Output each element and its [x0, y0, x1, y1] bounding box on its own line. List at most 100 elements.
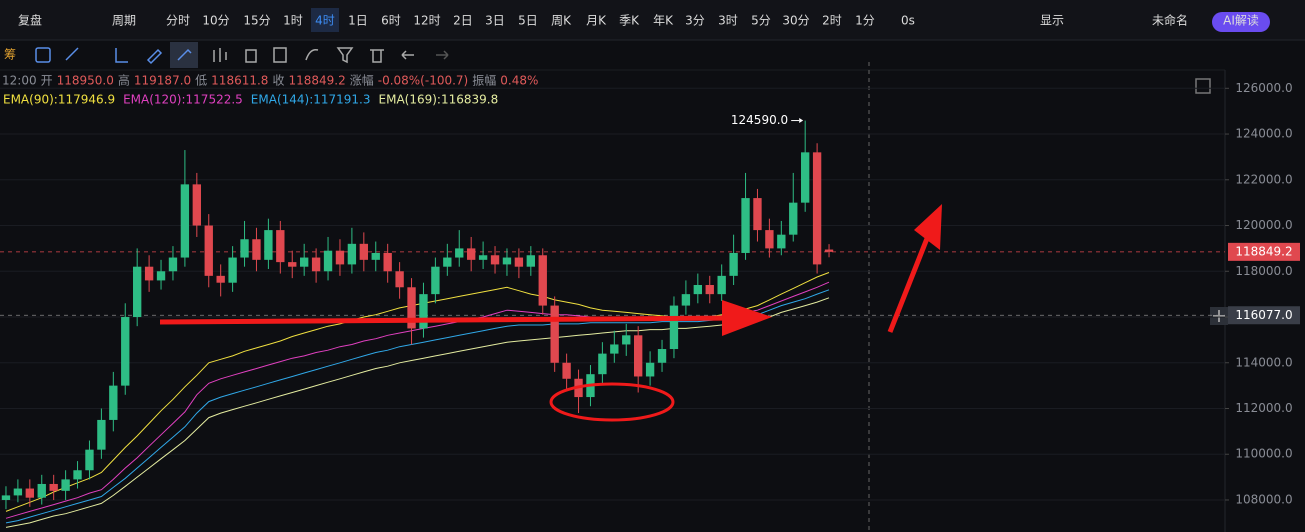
- candle-body: [789, 202, 798, 235]
- candle-body: [824, 249, 834, 252]
- candle-body: [97, 419, 106, 450]
- tool-icon[interactable]: [273, 47, 287, 63]
- toolbar-item[interactable]: 0s: [901, 14, 915, 28]
- price-label: 116077.0: [1235, 308, 1292, 322]
- toolbar-item[interactable]: 周K: [551, 14, 572, 28]
- candle-body: [216, 275, 225, 283]
- ema-line: [5, 297, 830, 528]
- tool-icon[interactable]: [370, 49, 384, 63]
- candle-body: [645, 362, 655, 377]
- toolbar-item[interactable]: 2日: [453, 14, 473, 28]
- y-tick-label: 122000.0: [1235, 172, 1292, 186]
- candle-body: [144, 266, 154, 281]
- tool-icon[interactable]: [305, 48, 319, 61]
- tool-icon[interactable]: [213, 48, 227, 62]
- candle-body: [121, 317, 130, 386]
- info-item: 收: [272, 74, 284, 88]
- toolbar-item[interactable]: 3日: [485, 14, 505, 28]
- candle-body: [502, 257, 512, 265]
- candle-body: [371, 252, 380, 260]
- tool-icon[interactable]: [436, 50, 449, 60]
- candle-body: [812, 152, 822, 265]
- candle-body: [61, 479, 70, 491]
- info-item: -0.08%(-100.7): [378, 74, 469, 88]
- candle-body: [598, 353, 607, 375]
- toolbar-item[interactable]: 5分: [751, 14, 771, 28]
- tool-icon[interactable]: [245, 49, 257, 63]
- info-item: 12:00: [2, 74, 37, 88]
- candle-body: [276, 230, 285, 263]
- candle-body: [443, 257, 452, 267]
- candle-body: [610, 344, 619, 354]
- toolbar-item[interactable]: 1日: [348, 14, 368, 28]
- info-item: 振幅: [472, 73, 496, 88]
- add-icon[interactable]: [1213, 310, 1225, 322]
- candle-body: [25, 488, 34, 498]
- y-tick-label: 114000.0: [1235, 355, 1292, 369]
- toolbar-item[interactable]: AI解读: [1223, 14, 1259, 28]
- toolbar-item[interactable]: 12时: [413, 14, 440, 28]
- toolbar-item[interactable]: 30分: [782, 14, 809, 28]
- tool-icon[interactable]: [35, 47, 51, 63]
- toolbar-active-bg: [311, 8, 339, 32]
- toolbar-item[interactable]: 未命名: [1152, 13, 1188, 28]
- candle-body: [109, 385, 118, 420]
- tool-icon[interactable]: [115, 48, 128, 63]
- toolbar-item[interactable]: 6时: [381, 14, 401, 28]
- candle-body: [562, 362, 571, 379]
- candle-body: [335, 250, 345, 265]
- toolbar-item[interactable]: 1分: [855, 14, 875, 28]
- toolbar-item[interactable]: 月K: [586, 14, 607, 28]
- toolbar-item[interactable]: 4时: [315, 14, 335, 28]
- tool-icon[interactable]: [65, 47, 79, 61]
- toolbar-item[interactable]: 显示: [1040, 14, 1064, 28]
- legend-entry: EMA(90):117946.9: [3, 93, 115, 107]
- info-item: 涨幅: [350, 73, 374, 88]
- candle-body: [777, 234, 786, 249]
- candle-body: [765, 230, 774, 249]
- tool-icon[interactable]: [177, 48, 192, 61]
- candle-body: [467, 248, 476, 260]
- y-tick-label: 112000.0: [1235, 401, 1292, 415]
- info-item: 开: [41, 74, 53, 88]
- tool-icon[interactable]: [336, 47, 354, 64]
- fullscreen-icon[interactable]: [1195, 78, 1211, 94]
- toolbar-item[interactable]: 1时: [283, 14, 303, 28]
- toolbar-item[interactable]: 周期: [112, 14, 136, 28]
- toolbar-item[interactable]: 年K: [653, 14, 674, 28]
- candle-body: [133, 266, 142, 318]
- info-item: 高: [118, 73, 130, 88]
- candle-body: [526, 255, 535, 267]
- legend-entry: EMA(169):116839.8: [379, 93, 499, 107]
- toolbar-item[interactable]: 15分: [243, 14, 270, 28]
- info-item: 0.48%: [500, 74, 538, 88]
- tool-icon[interactable]: [401, 50, 414, 60]
- candle-body: [741, 198, 750, 253]
- toolbar-item[interactable]: 5日: [518, 14, 538, 28]
- toolbar-item[interactable]: 3时: [718, 14, 738, 28]
- candle-body: [455, 248, 464, 258]
- candle-body: [240, 239, 249, 258]
- ai-button-bg[interactable]: [1212, 12, 1270, 32]
- candle-body: [288, 262, 297, 267]
- toolbar-item[interactable]: 3分: [685, 14, 705, 28]
- candle-body: [514, 257, 524, 267]
- candle-body: [1, 495, 11, 500]
- candle-body: [395, 271, 404, 288]
- candle-body: [168, 257, 178, 272]
- toolbar-item[interactable]: 2时: [822, 14, 842, 28]
- toolbar-item[interactable]: 分时: [166, 14, 190, 28]
- candle-body: [478, 255, 488, 260]
- drawing-tools[interactable]: [35, 42, 1228, 325]
- toolbar-item[interactable]: 复盘: [18, 13, 42, 28]
- candle-body: [37, 483, 46, 498]
- toolbar-item[interactable]: 10分: [202, 14, 229, 28]
- tool-icon[interactable]: [146, 48, 163, 65]
- price-label-bg: [1228, 306, 1300, 325]
- annotation-arrowhead: [722, 300, 772, 336]
- ema-line: [5, 289, 830, 524]
- price-label: 118849.2: [1235, 244, 1292, 258]
- toolbar-item[interactable]: 季K: [619, 14, 640, 28]
